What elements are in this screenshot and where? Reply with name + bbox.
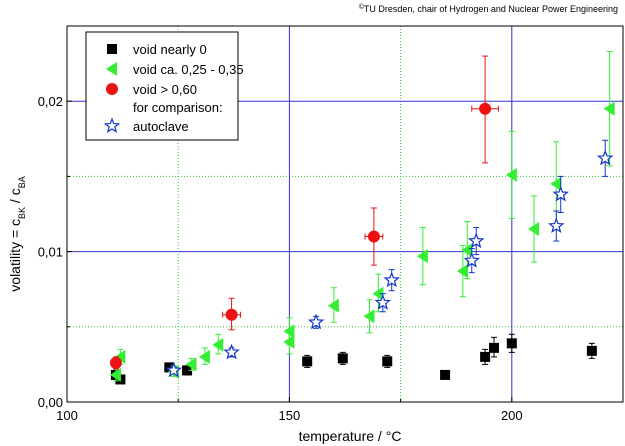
data-point bbox=[506, 338, 517, 349]
data-point bbox=[302, 356, 313, 367]
data-point bbox=[480, 351, 491, 362]
data-point bbox=[223, 343, 240, 360]
series-circle bbox=[109, 55, 499, 370]
data-point bbox=[327, 298, 339, 313]
legend-marker-square bbox=[107, 44, 117, 54]
data-point bbox=[337, 353, 348, 364]
data-point bbox=[463, 251, 481, 268]
data-point bbox=[109, 367, 121, 382]
legend-label-void-025-035: void ca. 0,25 - 0,35 bbox=[133, 62, 244, 77]
data-point bbox=[363, 309, 375, 324]
data-point bbox=[307, 313, 325, 330]
data-point bbox=[586, 345, 597, 356]
y-tick-label: 0,02 bbox=[38, 94, 63, 109]
data-point bbox=[198, 349, 210, 364]
legend-marker-triangle-left bbox=[106, 62, 117, 76]
legend-marker-star-open bbox=[103, 117, 121, 134]
y-tick-label: 0,01 bbox=[38, 245, 63, 260]
x-tick-label: 200 bbox=[501, 408, 523, 423]
y-tick-label: 0,00 bbox=[38, 395, 63, 410]
plot-frame bbox=[66, 25, 624, 403]
data-point bbox=[164, 362, 175, 373]
data-point bbox=[367, 230, 380, 243]
y-axis-label-sub2: BA bbox=[17, 176, 27, 188]
data-point bbox=[382, 356, 393, 367]
data-point bbox=[225, 308, 238, 321]
data-point bbox=[212, 337, 224, 352]
legend-marker-circle bbox=[106, 83, 118, 95]
y-axis-label-sub1: BK bbox=[17, 207, 27, 219]
x-tick-label: 100 bbox=[56, 408, 78, 423]
data-point bbox=[528, 222, 540, 237]
data-point bbox=[416, 249, 428, 264]
legend-label-autoclave: autoclave bbox=[133, 119, 189, 134]
legend-markers bbox=[103, 44, 121, 134]
data-point bbox=[383, 271, 400, 288]
data-point bbox=[374, 294, 392, 310]
credit-symbol: © bbox=[359, 3, 365, 11]
x-tick-label: 150 bbox=[279, 408, 301, 423]
data-point bbox=[165, 361, 182, 378]
legend: void nearly 0 void ca. 0,25 - 0,35 void … bbox=[85, 31, 244, 141]
data-point bbox=[505, 167, 517, 182]
y-axis-label: volatility = cBK / cBA bbox=[7, 176, 27, 291]
data-point bbox=[109, 356, 122, 369]
series-star-open bbox=[165, 139, 614, 378]
credit-label: TU Dresden, chair of Hydrogen and Nuclea… bbox=[364, 4, 618, 14]
data-point bbox=[185, 357, 197, 372]
data-point bbox=[461, 243, 473, 258]
data-point bbox=[550, 176, 562, 191]
data-point bbox=[182, 365, 193, 376]
legend-label-void-nearly-0: void nearly 0 bbox=[133, 42, 207, 57]
x-axis-label: temperature / °C bbox=[299, 428, 402, 444]
data-point bbox=[552, 185, 569, 202]
data-point bbox=[372, 286, 384, 301]
data-point bbox=[479, 102, 492, 115]
data-point bbox=[440, 369, 451, 380]
data-point bbox=[603, 101, 615, 116]
y-axis-label-mid: / c bbox=[7, 188, 23, 207]
data-point bbox=[114, 349, 126, 364]
credit-text: ©TU Dresden, chair of Hydrogen and Nucle… bbox=[359, 3, 618, 15]
data-point bbox=[467, 232, 485, 249]
data-series bbox=[109, 51, 615, 385]
legend-label-void-gt-060: void > 0,60 bbox=[133, 82, 197, 97]
data-point bbox=[548, 217, 565, 234]
data-point bbox=[283, 334, 295, 349]
axes: 100 150 200 0,00 0,01 0,02 bbox=[38, 94, 523, 423]
series-triangle-left bbox=[109, 51, 615, 382]
y-axis-label-base: volatility = c bbox=[7, 219, 23, 292]
legend-label-comparison: for comparison: bbox=[133, 100, 223, 115]
data-point bbox=[456, 264, 468, 279]
data-point bbox=[596, 149, 614, 166]
data-point bbox=[489, 342, 500, 353]
